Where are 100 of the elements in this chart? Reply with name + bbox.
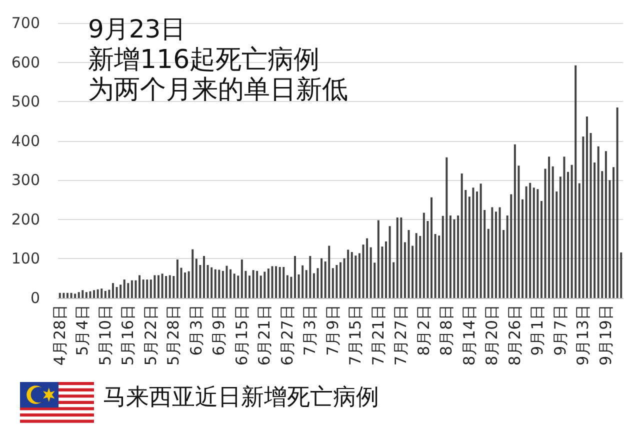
- bar: [419, 236, 422, 298]
- bar: [195, 258, 198, 298]
- x-tick-label: 5月10日: [96, 304, 114, 366]
- bar: [590, 133, 592, 298]
- x-tick-label: 8月14日: [460, 304, 478, 366]
- bar: [100, 288, 103, 298]
- x-tick-label: 6月21日: [256, 304, 274, 366]
- bar: [202, 256, 205, 298]
- x-tick-label: 5月16日: [119, 304, 138, 366]
- x-tick-label: 8月20日: [483, 304, 502, 366]
- bar: [582, 136, 584, 298]
- bar: [446, 157, 448, 298]
- bar: [340, 262, 342, 298]
- bar: [240, 260, 243, 298]
- bar: [62, 292, 65, 298]
- bar: [434, 234, 436, 298]
- bar: [206, 265, 209, 298]
- bar: [396, 217, 398, 298]
- bar: [567, 172, 570, 298]
- bar: [142, 280, 144, 298]
- text: 马来西亚近日新增死亡病例: [103, 384, 379, 410]
- bar: [574, 65, 577, 298]
- bar: [616, 107, 618, 298]
- bar: [237, 276, 240, 298]
- bar: [267, 268, 270, 298]
- x-tick-label: 6月15日: [232, 304, 251, 366]
- x-tick-label: 6月27日: [278, 304, 296, 366]
- bar: [354, 256, 357, 298]
- bar: [536, 189, 539, 298]
- bar: [210, 267, 213, 298]
- x-tick-label: 8月2日: [414, 304, 433, 356]
- bar: [540, 200, 542, 298]
- bar: [480, 184, 482, 298]
- bar: [597, 146, 600, 298]
- bar: [290, 276, 292, 298]
- y-tick-label: 700: [11, 14, 40, 32]
- bar: [316, 268, 319, 298]
- bar: [438, 236, 440, 298]
- bar: [116, 287, 118, 298]
- bar: [130, 280, 133, 298]
- bar: [525, 186, 528, 298]
- bar: [449, 216, 452, 298]
- bar: [161, 274, 164, 298]
- bar: [176, 260, 178, 298]
- bar: [366, 238, 368, 298]
- bar: [358, 253, 360, 298]
- x-tick-label: 7月21日: [369, 304, 388, 366]
- bar: [415, 233, 418, 298]
- bar: [476, 192, 478, 298]
- bar: [112, 283, 114, 298]
- bar: [165, 276, 168, 298]
- bar: [278, 266, 281, 298]
- x-tick-label: 9月7日: [551, 304, 570, 356]
- bar: [529, 182, 532, 298]
- bar: [168, 275, 171, 298]
- bar: [453, 219, 456, 298]
- x-tick-label: 8月26日: [506, 304, 524, 366]
- bar: [108, 290, 110, 298]
- bar: [491, 207, 494, 298]
- bar: [78, 292, 80, 298]
- bar: [604, 151, 607, 298]
- bar: [104, 290, 106, 298]
- bar: [256, 270, 258, 298]
- bar: [302, 265, 304, 298]
- bar: [233, 274, 236, 298]
- x-tick-label: 7月27日: [392, 304, 410, 366]
- bar: [275, 266, 278, 298]
- bar: [548, 156, 550, 298]
- bar: [96, 289, 99, 298]
- x-tick-label: 5月28日: [164, 304, 183, 366]
- bar: [214, 269, 216, 298]
- bar: [586, 116, 588, 298]
- bar: [422, 212, 425, 298]
- bar: [350, 252, 353, 298]
- bar: [286, 275, 288, 298]
- bar: [184, 272, 186, 298]
- bar: [320, 258, 323, 298]
- bar: [218, 270, 220, 298]
- bar: [154, 275, 156, 298]
- x-tick-label: 8月8日: [438, 304, 456, 356]
- y-tick-label: 200: [11, 210, 40, 228]
- bar: [563, 156, 566, 298]
- x-tick-label: 5月4日: [74, 304, 92, 356]
- bar: [252, 270, 254, 298]
- bar: [127, 283, 130, 298]
- bar: [260, 276, 262, 298]
- x-tick-label: 7月15日: [346, 304, 365, 366]
- bar: [328, 246, 330, 298]
- bar: [271, 266, 274, 298]
- bar: [82, 290, 84, 298]
- x-tick-label: 4月28日: [50, 304, 69, 366]
- bar: [192, 249, 194, 298]
- bar: [408, 230, 410, 298]
- y-tick-label: 300: [11, 171, 40, 190]
- bar: [70, 292, 72, 298]
- bar: [510, 194, 512, 298]
- bar: [74, 294, 76, 298]
- bar: [498, 207, 501, 298]
- chart-title: 9月23日: [88, 14, 186, 44]
- bar: [146, 280, 148, 298]
